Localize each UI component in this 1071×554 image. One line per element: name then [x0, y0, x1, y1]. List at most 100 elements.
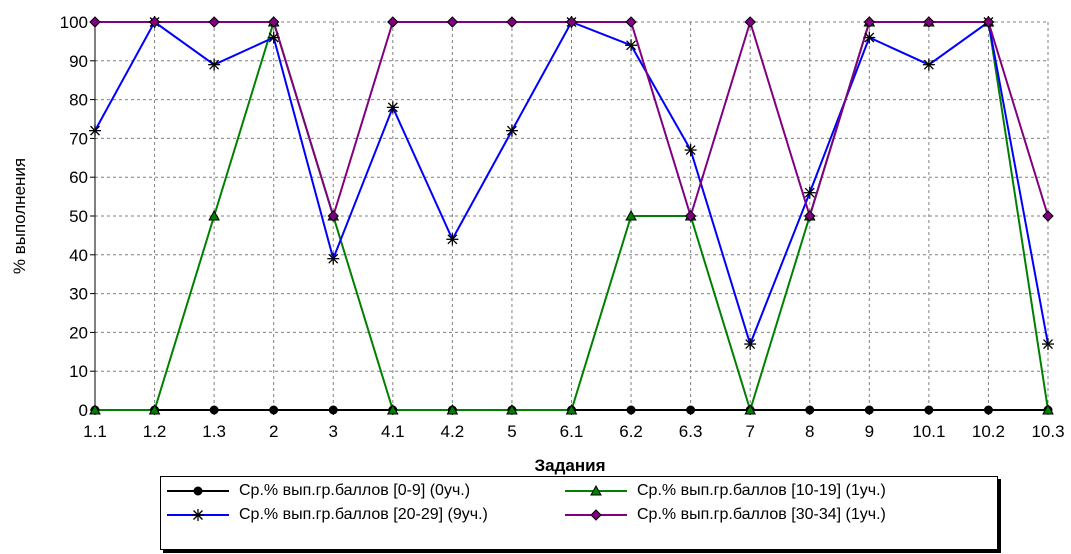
data-point-marker: [686, 405, 696, 415]
legend-swatch: [565, 509, 627, 521]
x-tick-label: 4.2: [441, 422, 465, 441]
data-point-marker: [924, 405, 934, 415]
data-point-marker: [506, 403, 518, 415]
y-tick-label: 80: [69, 91, 88, 110]
data-point-marker: [1042, 403, 1054, 415]
data-point-marker: [208, 209, 220, 221]
data-point-marker: [983, 405, 993, 415]
x-axis-tick-labels: 1.1 1.2 1.3 2 3 4.1 4.2 5 6.1 6.2 6.3 7 8 9 10.1 10.2 10…: [83, 422, 1064, 441]
y-tick-label: 20: [69, 323, 88, 342]
data-point-marker: [446, 403, 459, 415]
data-point-marker: [506, 16, 518, 28]
data-point-marker: [626, 405, 636, 415]
x-tick-label: 4.1: [381, 422, 405, 441]
data-point-marker: [863, 16, 876, 28]
data-point-marker: [148, 16, 161, 28]
legend-item: Ср.% вып.гр.баллов [30-34] (1уч.): [561, 504, 886, 526]
x-tick-label: 2: [269, 422, 278, 441]
line-chart: 0 10 20 30 40 50 60 70 80 90 100 1.1 1.2 1.3 2 3 4.1 4.2…: [10, 13, 1065, 475]
data-point-marker: [327, 252, 340, 265]
data-point-marker: [267, 31, 280, 44]
data-point-marker: [1042, 338, 1054, 351]
data-point-marker: [864, 405, 874, 415]
data-point-marker: [625, 39, 638, 52]
data-point-marker: [446, 233, 459, 246]
y-tick-label: 30: [69, 285, 88, 304]
y-tick-label: 60: [69, 168, 88, 187]
grid-lines: [90, 18, 1049, 415]
data-point-marker: [744, 338, 757, 351]
legend-label: Ср.% вып.гр.баллов [30-34] (1уч.): [637, 506, 886, 523]
data-point-marker: [209, 405, 219, 415]
data-point-marker: [89, 403, 101, 415]
y-tick-label: 90: [69, 52, 88, 71]
data-point-marker: [386, 403, 399, 415]
x-tick-label: 5: [507, 422, 516, 441]
data-point-marker: [803, 186, 816, 199]
data-point-marker: [192, 509, 204, 521]
data-point-marker: [923, 16, 935, 28]
data-point-marker: [922, 58, 935, 71]
x-axis-title: Задания: [535, 456, 606, 475]
data-point-marker: [590, 484, 602, 496]
y-tick-label: 100: [60, 13, 88, 32]
data-point-marker: [446, 16, 459, 28]
data-point-marker: [565, 16, 578, 28]
legend-label: Ср.% вып.гр.баллов [20-29] (9уч.): [239, 506, 488, 523]
legend-swatch: [167, 509, 229, 521]
data-point-marker: [744, 403, 757, 415]
series-group: [89, 15, 1054, 415]
data-point-marker: [1042, 210, 1054, 222]
data-point-marker: [267, 16, 280, 28]
data-point-marker: [625, 209, 637, 221]
data-point-marker: [625, 16, 637, 28]
legend-swatch: [565, 484, 627, 496]
y-tick-label: 10: [69, 362, 88, 381]
data-point-marker: [269, 405, 279, 415]
legend-item: Ср.% вып.гр.баллов [10-19] (1уч.): [561, 480, 886, 502]
legend-item: Ср.% вып.гр.баллов [0-9] (0уч.): [163, 480, 470, 502]
data-point-marker: [327, 210, 339, 222]
chart-legend: Ср.% вып.гр.баллов [0-9] (0уч.) Ср.% вып…: [160, 476, 998, 550]
x-tick-label: 6.3: [679, 422, 703, 441]
data-point-marker: [805, 405, 815, 415]
data-point-marker: [148, 403, 161, 415]
data-point-marker: [208, 16, 220, 28]
data-point-marker: [684, 144, 697, 157]
x-tick-label: 1.1: [83, 422, 107, 441]
data-point-marker: [565, 403, 578, 415]
y-tick-label: 0: [79, 401, 88, 420]
data-point-marker: [89, 16, 101, 28]
x-tick-label: 1.3: [202, 422, 226, 441]
x-tick-label: 3: [329, 422, 338, 441]
data-point-marker: [744, 16, 756, 28]
data-point-marker: [982, 16, 995, 28]
data-point-marker: [387, 16, 399, 28]
y-axis-title: % выполнения: [10, 158, 29, 274]
legend-label: Ср.% вып.гр.баллов [0-9] (0уч.): [239, 482, 471, 499]
data-point-marker: [328, 405, 338, 415]
x-tick-label: 10.1: [912, 422, 945, 441]
x-tick-label: 1.2: [143, 422, 167, 441]
data-point-marker: [684, 210, 697, 222]
data-point-marker: [193, 486, 203, 496]
y-axis-tick-labels: 0 10 20 30 40 50 60 70 80 90 100: [60, 13, 88, 420]
legend-swatch: [167, 486, 229, 496]
data-point-marker: [505, 124, 518, 137]
legend-item: Ср.% вып.гр.баллов [20-29] (9уч.): [163, 504, 488, 526]
x-tick-label: 6.1: [560, 422, 584, 441]
y-tick-label: 50: [69, 207, 88, 226]
y-tick-label: 70: [69, 129, 88, 148]
x-tick-label: 8: [805, 422, 814, 441]
data-point-marker: [208, 58, 221, 71]
x-tick-label: 6.2: [619, 422, 643, 441]
data-point-marker: [386, 101, 399, 114]
data-point-marker: [863, 31, 876, 44]
data-point-marker: [590, 509, 602, 521]
data-point-marker: [89, 124, 101, 137]
y-tick-label: 40: [69, 246, 88, 265]
data-point-marker: [804, 210, 816, 222]
x-tick-label: 10.2: [972, 422, 1005, 441]
x-tick-label: 10.3: [1031, 422, 1064, 441]
x-tick-label: 9: [865, 422, 874, 441]
